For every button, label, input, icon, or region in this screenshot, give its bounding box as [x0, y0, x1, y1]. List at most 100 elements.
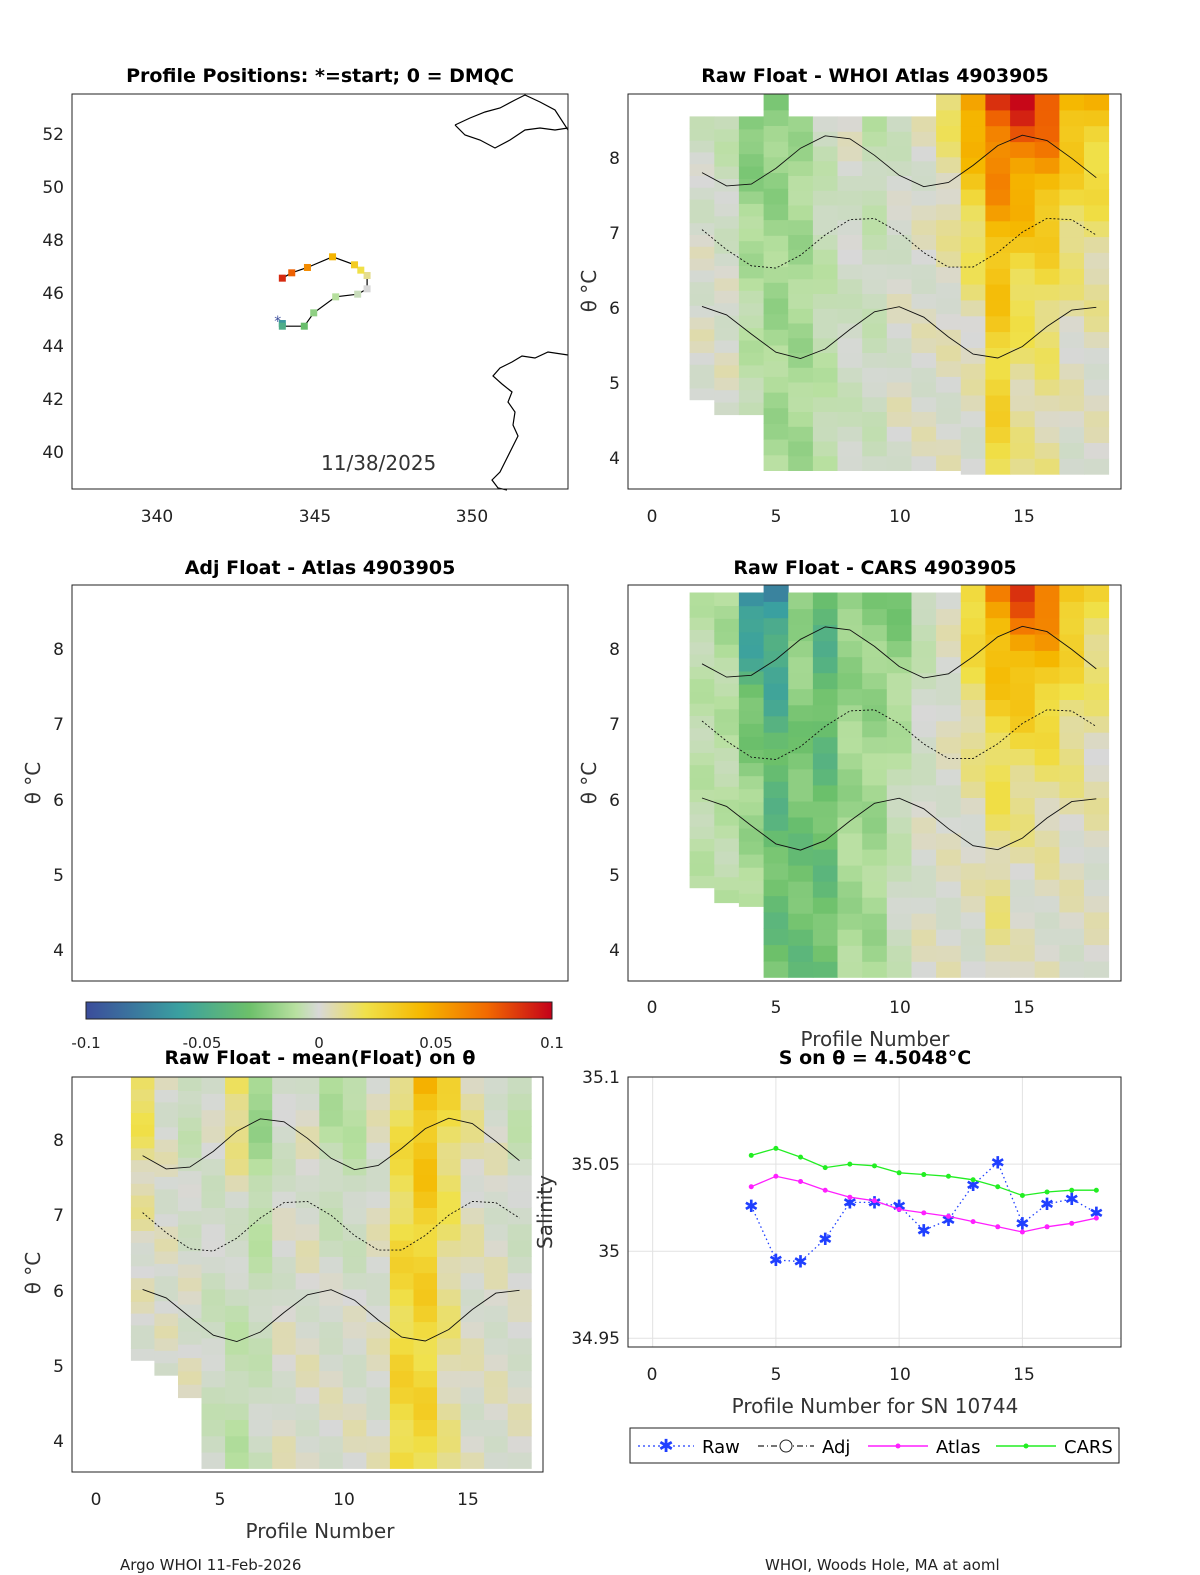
heatmap-cell	[272, 1272, 297, 1290]
heatmap-cell	[248, 1093, 273, 1111]
adj-ytick: 4	[53, 941, 64, 961]
heatmap-cell	[738, 749, 764, 764]
heatmap-cell	[936, 849, 962, 866]
heatmap-cell	[484, 1321, 509, 1339]
heatmap-cell	[225, 1288, 250, 1306]
heatmap-cell	[1034, 764, 1060, 782]
legend-adj-marker	[779, 1439, 793, 1453]
heatmap-cell	[154, 1300, 179, 1314]
contour-line	[701, 625, 1097, 679]
heatmap-cell	[936, 297, 962, 315]
heatmap-cell	[689, 863, 715, 876]
atlas-point	[1044, 1224, 1050, 1230]
heatmap-cell	[225, 1240, 250, 1257]
heatmap-cell	[1059, 732, 1085, 749]
heatmap-cell	[689, 140, 715, 153]
heatmap-cell	[788, 865, 814, 882]
heatmap-cell	[413, 1386, 438, 1404]
heatmap-cell	[738, 644, 764, 659]
heatmap-cell	[1084, 284, 1110, 301]
raw-point: ✱	[941, 1211, 955, 1231]
heatmap-cell	[862, 337, 888, 353]
heatmap-cell	[689, 592, 715, 606]
colorbar-tick: -0.05	[183, 1034, 222, 1052]
heatmap-cell	[201, 1321, 226, 1339]
heatmap-cell	[788, 784, 814, 802]
heatmap-cell	[507, 1386, 532, 1404]
heatmap-cell	[413, 1109, 438, 1127]
heatmap-cell	[936, 94, 962, 111]
heatmap-cell	[837, 881, 863, 898]
heatmap-cell	[413, 1256, 438, 1274]
heatmap-cell	[936, 768, 962, 786]
heatmap-cell	[788, 688, 814, 706]
heatmap-cell	[366, 1386, 391, 1404]
heatmap-cell	[862, 656, 888, 674]
heatmap-cell	[437, 1386, 461, 1404]
heatmap-cell	[960, 315, 986, 333]
heatmap-cell	[1034, 944, 1060, 962]
heatmap-cell	[178, 1170, 202, 1185]
heatmap-cell	[985, 699, 1011, 717]
heatmap-cell	[985, 220, 1011, 238]
heatmap-cell	[319, 1142, 344, 1160]
heatmap-cell	[862, 784, 888, 802]
heatmap-cell	[985, 928, 1011, 946]
cars-axes-frame	[627, 584, 1122, 982]
heatmap-cell	[837, 624, 863, 642]
heatmap-cell	[1034, 173, 1060, 190]
cars-xtick: 15	[1013, 998, 1035, 1018]
heatmap-cell	[178, 1317, 202, 1332]
heatmap-cell	[936, 172, 962, 189]
heatmap-cell	[714, 153, 740, 167]
heatmap-cell	[812, 656, 838, 674]
contour-line	[142, 1288, 520, 1342]
heatmap-cell	[689, 752, 715, 766]
heatmap-cell	[1084, 764, 1110, 782]
heatmap-cell	[862, 816, 888, 834]
heatmap-cell	[484, 1077, 509, 1094]
heatmap-cell	[689, 764, 715, 778]
heatmap-cell	[837, 640, 863, 658]
heatmap-cell	[225, 1305, 250, 1323]
heatmap-cell	[763, 683, 789, 700]
heatmap-cell	[154, 1226, 179, 1240]
heatmap-cell	[763, 109, 789, 126]
heatmap-cell	[738, 128, 764, 142]
heatmap-cell	[763, 250, 789, 268]
heatmap-cell	[413, 1191, 438, 1208]
heatmap-cell	[389, 1435, 414, 1453]
heatmap-cell	[812, 688, 838, 706]
heatmap-cell	[1010, 394, 1036, 412]
heatmap-cell	[460, 1354, 485, 1372]
heatmap-cell	[738, 402, 764, 416]
heatmap-cell	[911, 204, 937, 221]
heatmap-cell	[936, 656, 962, 674]
heatmap-cell	[911, 411, 937, 427]
heatmap-cell	[225, 1191, 250, 1208]
heatmap-cell	[911, 455, 937, 471]
heatmap-cell	[763, 360, 789, 377]
heatmap-cell	[985, 315, 1011, 333]
heatmap-cell	[936, 736, 962, 754]
heatmap-cell	[960, 797, 986, 815]
heatmap-cell	[130, 1324, 155, 1338]
heatmap-cell	[886, 865, 912, 882]
heatmap-cell	[1059, 699, 1085, 717]
heatmap-cell	[484, 1142, 509, 1160]
heatmap-cell	[689, 305, 715, 318]
heatmap-cell	[985, 781, 1011, 798]
heatmap-cell	[960, 141, 986, 158]
heatmap-cell	[342, 1093, 367, 1111]
heatmap-cell	[738, 339, 764, 353]
heatmap-cell	[413, 1337, 438, 1355]
heatmap-cell	[507, 1435, 532, 1453]
heatmap-cell	[886, 337, 912, 353]
heatmap-cell	[342, 1142, 367, 1160]
heatmap-cell	[460, 1288, 485, 1306]
heatmap-cell	[366, 1435, 391, 1453]
heatmap-cell	[936, 407, 962, 424]
mean-heatmap	[130, 1077, 532, 1469]
heatmap-cell	[130, 1313, 155, 1326]
heatmap-cell	[272, 1109, 297, 1127]
